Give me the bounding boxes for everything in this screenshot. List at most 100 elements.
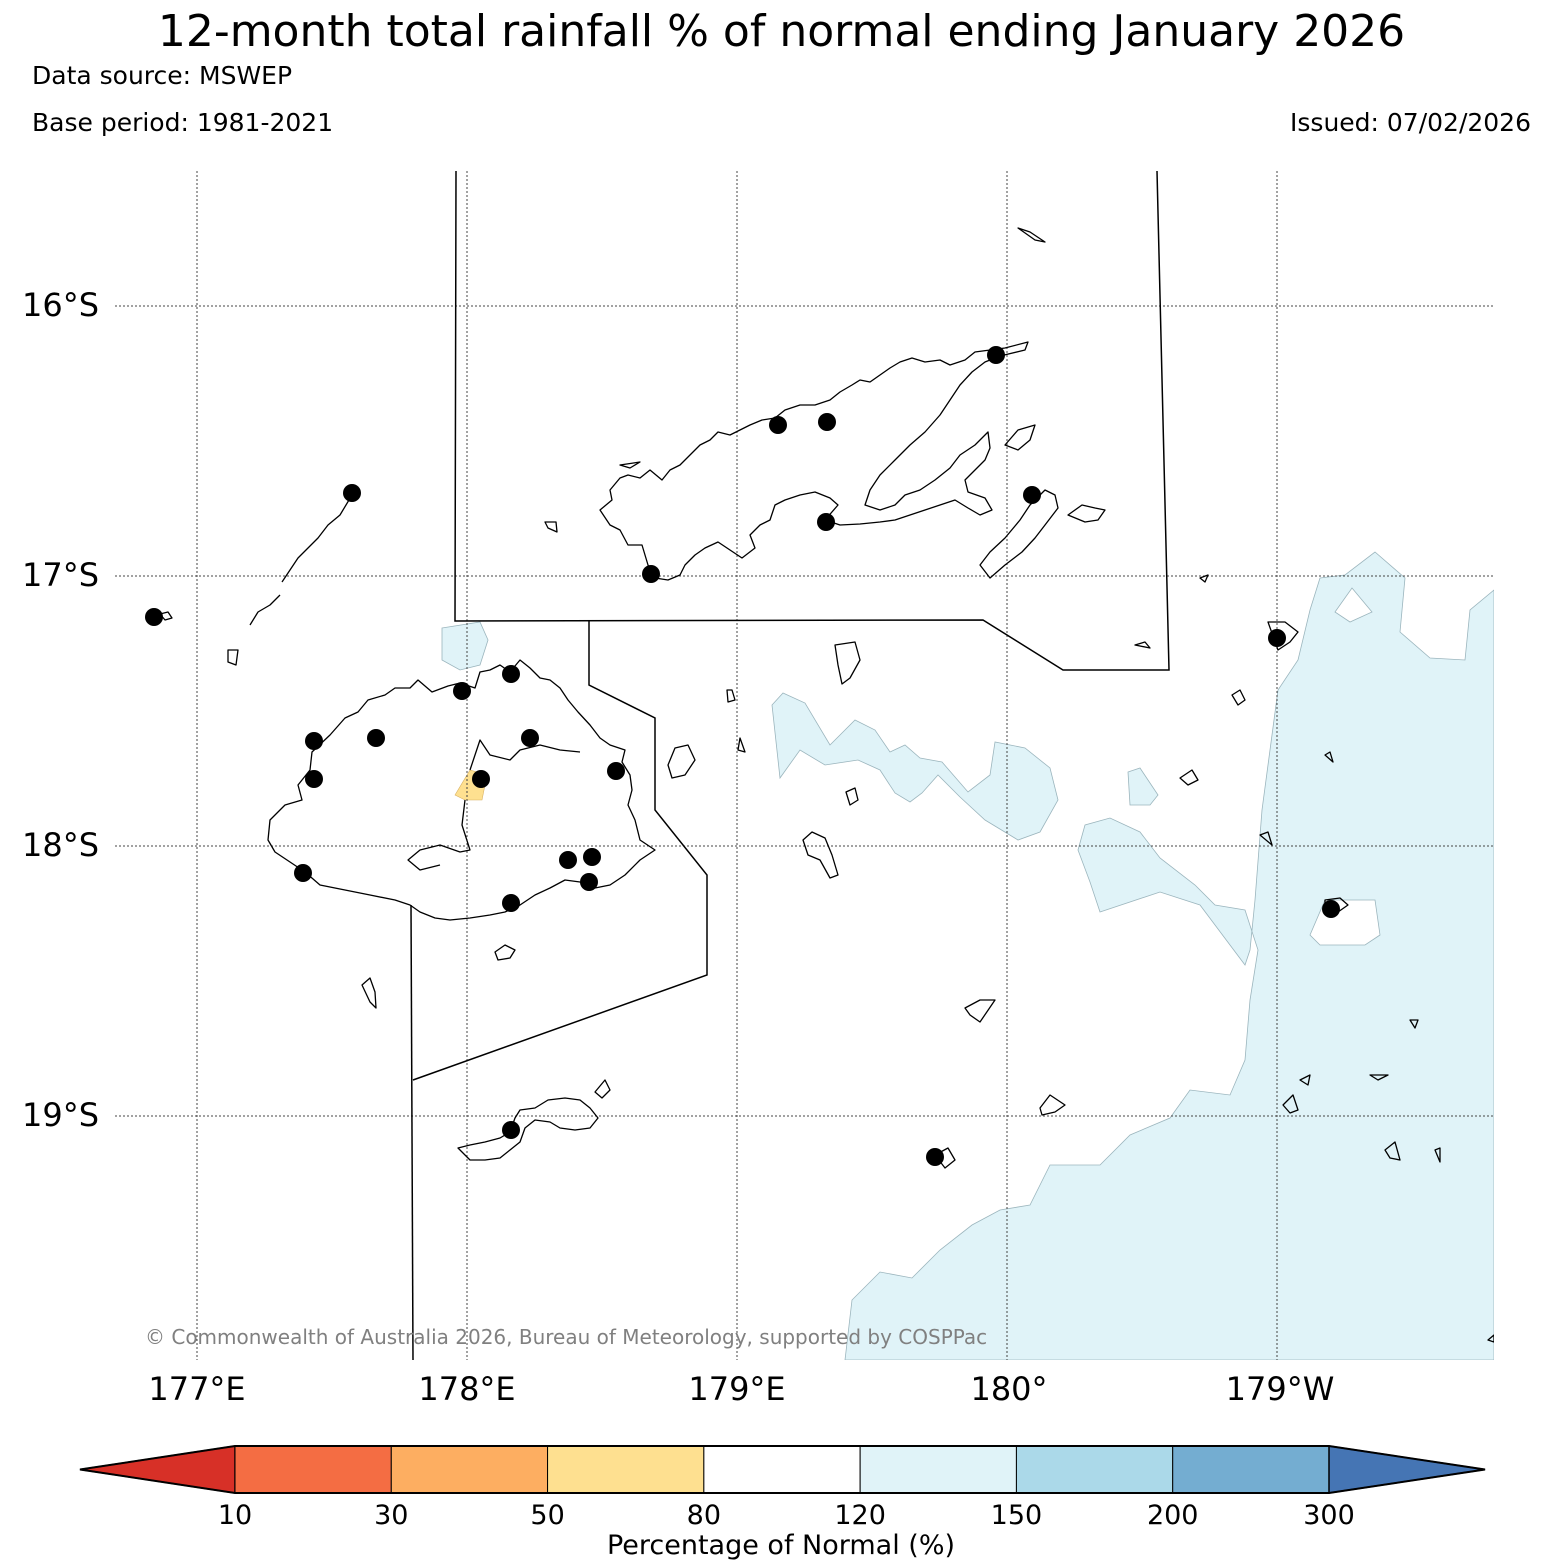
station-marker[interactable] <box>502 894 520 912</box>
island-vanua-vatu <box>1299 1074 1311 1086</box>
colorbar-tick-label: 200 <box>1147 1500 1199 1531</box>
island-cicia <box>1179 769 1199 786</box>
viti-levu-interior-2 <box>407 799 471 871</box>
station-marker[interactable] <box>367 729 385 747</box>
island-lau-south <box>1282 1094 1299 1114</box>
rabi-island <box>1004 424 1036 451</box>
station-marker[interactable] <box>305 732 323 750</box>
station-marker[interactable] <box>559 851 577 869</box>
viti-levu-interior <box>469 739 581 771</box>
wet-anomaly-areas <box>441 551 1494 1360</box>
station-marker[interactable] <box>769 416 787 434</box>
station-marker[interactable] <box>642 565 660 583</box>
colorbar-extend-high <box>1328 1445 1486 1494</box>
colorbar-segment <box>234 1445 392 1494</box>
station-marker[interactable] <box>583 848 601 866</box>
island-makogai <box>737 737 746 753</box>
island-komo <box>1409 1019 1419 1029</box>
island-mago <box>1134 641 1151 649</box>
colorbar-segment <box>547 1445 705 1494</box>
island-wakaya <box>726 689 736 703</box>
coastlines <box>159 227 1494 1343</box>
island-mali <box>544 521 558 533</box>
wet-area-central-small <box>1127 767 1159 806</box>
colorbar-tick-label: 80 <box>687 1500 721 1531</box>
station-marker[interactable] <box>521 729 539 747</box>
station-marker[interactable] <box>818 413 836 431</box>
colorbar-segment <box>390 1445 549 1494</box>
island-koro <box>834 641 861 685</box>
island-moala <box>964 999 996 1023</box>
base-period-label: Base period: 1981-2021 <box>32 108 334 137</box>
lon-label: 177°E <box>148 1370 245 1408</box>
map-title: 12-month total rainfall % of normal endi… <box>157 6 1406 57</box>
station-marker[interactable] <box>145 608 163 626</box>
island-lau-far-south <box>1384 1141 1401 1161</box>
island-namuka <box>1434 1147 1441 1163</box>
island-beqa <box>494 944 516 961</box>
island-kanacea <box>1259 831 1273 846</box>
station-marker[interactable] <box>1322 900 1340 918</box>
island-tuvuca <box>1199 574 1209 583</box>
island-matuku <box>934 1147 956 1169</box>
issued-date-label: Issued: 07/02/2026 <box>1290 108 1531 137</box>
station-marker[interactable] <box>472 770 490 788</box>
station-marker[interactable] <box>987 346 1005 364</box>
data-source-label: Data source: MSWEP <box>32 61 293 90</box>
colorbar-tick-label: 10 <box>218 1500 252 1531</box>
colorbar-legend <box>79 1445 1486 1494</box>
station-marker[interactable] <box>926 1148 944 1166</box>
island-yadua <box>619 461 641 469</box>
colorbar-title: Percentage of Normal (%) <box>607 1530 955 1561</box>
island-naitauba <box>1231 689 1246 706</box>
taveuni-coast <box>979 489 1059 579</box>
station-marker[interactable] <box>1268 629 1286 647</box>
island-totoya <box>1039 1094 1066 1116</box>
lat-label: 16°S <box>22 286 99 324</box>
colorbar-tick-label: 30 <box>374 1500 408 1531</box>
colorbar-tick-label: 300 <box>1303 1500 1355 1531</box>
wet-hole-1 <box>1334 587 1373 623</box>
colorbar-tick-label: 50 <box>530 1500 564 1531</box>
lat-label: 18°S <box>22 826 99 864</box>
station-marker[interactable] <box>1023 486 1041 504</box>
station-marker[interactable] <box>453 682 471 700</box>
kioa-island <box>1017 227 1046 243</box>
qamea-island <box>1067 504 1106 523</box>
station-marker[interactable] <box>580 873 598 891</box>
colorbar-tick-label: 120 <box>834 1500 886 1531</box>
lon-label: 179°E <box>688 1370 785 1408</box>
station-marker[interactable] <box>607 762 625 780</box>
colorbar-outline <box>79 1445 1486 1494</box>
island-kabara <box>1369 1074 1389 1081</box>
island-gau <box>802 831 839 879</box>
colorbar-segment <box>1172 1445 1330 1494</box>
station-marker[interactable] <box>294 864 312 882</box>
ono-island <box>594 1079 611 1099</box>
kadavu-coast <box>457 1097 599 1161</box>
colorbar-segment <box>859 1445 1017 1494</box>
lon-label: 180° <box>970 1370 1047 1408</box>
wet-area-east <box>844 551 1494 1360</box>
viti-levu-coast <box>267 659 656 921</box>
island-fulaga <box>1487 1334 1494 1343</box>
yasawa-islands <box>227 494 353 666</box>
latitude-labels: 16°S 17°S 18°S 19°S <box>22 286 99 1134</box>
colorbar-tick-label: 150 <box>991 1500 1043 1531</box>
lon-label: 179°W <box>1226 1370 1335 1408</box>
colorbar-ticks: 10 30 50 80 120 150 200 300 <box>218 1500 1355 1531</box>
copyright-notice: © Commonwealth of Australia 2026, Bureau… <box>145 1325 987 1349</box>
station-marker[interactable] <box>502 665 520 683</box>
map-plot-area <box>115 171 1494 1360</box>
wet-area-central <box>771 692 1059 841</box>
station-markers <box>145 346 1340 1166</box>
station-marker[interactable] <box>305 770 323 788</box>
lon-label: 178°E <box>418 1370 515 1408</box>
vanua-levu-coast <box>599 341 1029 581</box>
colorbar-segment <box>1015 1445 1174 1494</box>
island-oneata <box>1324 751 1334 763</box>
station-marker[interactable] <box>343 484 361 502</box>
station-marker[interactable] <box>817 513 835 531</box>
island-nairai <box>845 787 859 806</box>
station-marker[interactable] <box>502 1121 520 1139</box>
